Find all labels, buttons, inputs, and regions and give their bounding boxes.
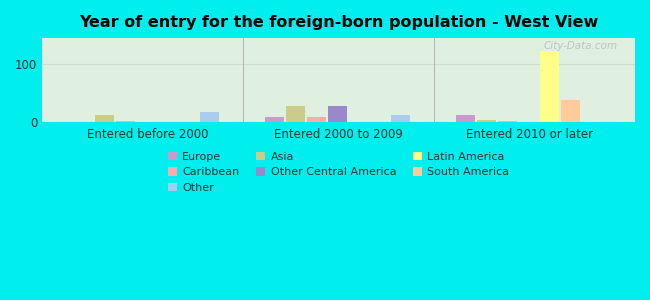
Bar bbox=[540, 51, 560, 122]
Bar bbox=[286, 106, 305, 122]
Bar bbox=[328, 106, 347, 122]
Bar bbox=[562, 100, 580, 122]
Bar bbox=[95, 115, 114, 122]
Text: City-Data.com: City-Data.com bbox=[543, 40, 618, 51]
Bar bbox=[307, 117, 326, 122]
Bar bbox=[391, 115, 410, 122]
Bar bbox=[499, 121, 517, 122]
Title: Year of entry for the foreign-born population - West View: Year of entry for the foreign-born popul… bbox=[79, 15, 598, 30]
Bar bbox=[265, 117, 284, 122]
Bar bbox=[477, 120, 497, 122]
Legend: Europe, Caribbean, Other, Asia, Other Central America, Latin America, South Amer: Europe, Caribbean, Other, Asia, Other Ce… bbox=[162, 146, 515, 199]
Bar bbox=[200, 112, 219, 122]
Bar bbox=[456, 115, 475, 122]
